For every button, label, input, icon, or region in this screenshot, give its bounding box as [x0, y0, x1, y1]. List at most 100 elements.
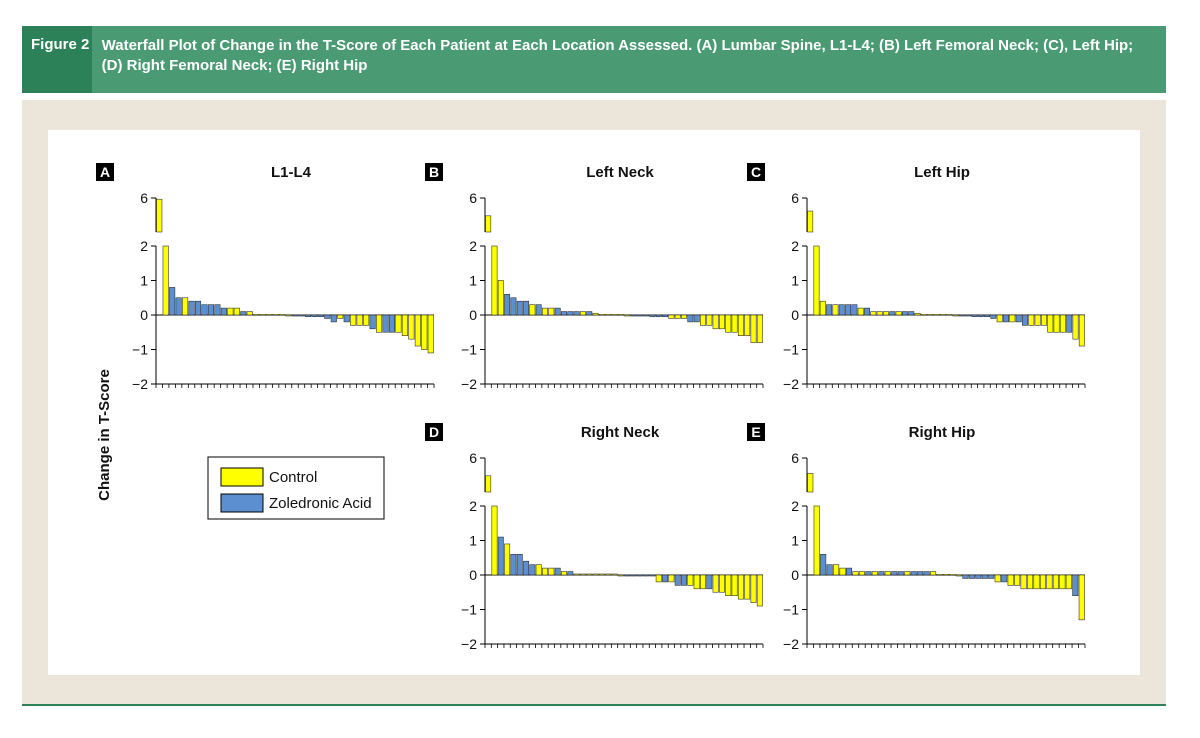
bar [636, 314, 643, 317]
bar [668, 574, 675, 583]
bar [497, 280, 504, 316]
y-tick-label: 6 [469, 190, 477, 206]
bar [871, 571, 878, 576]
bar [1009, 314, 1016, 323]
y-tick-label: 0 [469, 307, 477, 323]
bar [516, 553, 523, 576]
bar [529, 304, 536, 316]
y-tick-label: 0 [791, 307, 799, 323]
bar [1066, 314, 1073, 333]
bar [1059, 574, 1066, 590]
bar [427, 314, 434, 354]
bar [598, 314, 605, 316]
y-tick-label: 1 [791, 273, 799, 289]
panel-letter-box [747, 423, 765, 441]
panel-letter-box [425, 423, 443, 441]
bar [592, 573, 599, 576]
bar [852, 571, 859, 576]
bar [573, 573, 580, 576]
bar [897, 571, 904, 576]
bar [845, 304, 852, 316]
bar [586, 573, 593, 576]
bar [227, 307, 234, 316]
bar [889, 311, 896, 316]
bar [617, 574, 624, 577]
y-tick-label: −2 [783, 636, 799, 652]
bar [731, 314, 738, 333]
legend-label: Control [269, 469, 317, 486]
bar [962, 574, 969, 579]
bar [561, 311, 567, 316]
bar [1046, 574, 1053, 590]
bar [579, 311, 586, 316]
panel-letter-box [747, 163, 765, 181]
bar [510, 297, 517, 316]
bar [388, 314, 396, 333]
bar [337, 314, 344, 319]
bar [700, 314, 706, 326]
bar [1039, 574, 1047, 590]
bar [756, 314, 763, 343]
bar [838, 304, 845, 316]
bar [304, 314, 311, 318]
bar [923, 571, 930, 576]
bar [865, 571, 872, 576]
bar [662, 574, 669, 583]
bar [700, 574, 706, 590]
bar [369, 314, 376, 330]
bar [858, 571, 865, 576]
y-tick-label: 6 [791, 450, 799, 466]
y-tick-label: 2 [469, 498, 477, 514]
charts-svg: A L1-L4 6 2 1 0 −1 −2 B Left Neck 6 2 1 0 −1 −2 C Left Hi… [96, 163, 1086, 652]
bar [813, 245, 820, 316]
bar [1034, 314, 1041, 326]
bar [598, 573, 605, 576]
y-tick-label: 2 [469, 238, 477, 254]
bar [175, 297, 182, 316]
y-tick-label: 2 [140, 238, 148, 254]
bar [870, 311, 877, 316]
y-tick-label: 6 [791, 190, 799, 206]
bar [946, 314, 953, 316]
bar [504, 543, 511, 576]
bar [1003, 314, 1009, 323]
bar [990, 314, 997, 319]
bar [317, 314, 324, 318]
panel-e: E Right Hip 6 2 1 0 −1 −2 [747, 423, 1086, 652]
bar [401, 314, 408, 337]
bar [693, 314, 700, 323]
bar [936, 574, 943, 576]
bar [240, 311, 247, 316]
bar [839, 567, 846, 576]
bar [977, 314, 984, 318]
bar [965, 314, 972, 317]
panel-letter-box [425, 163, 443, 181]
bar [655, 314, 662, 318]
bar [624, 574, 631, 577]
bar [182, 297, 189, 316]
bar [1078, 574, 1085, 621]
bar [939, 314, 946, 316]
bar [681, 574, 687, 586]
bar [1014, 574, 1021, 586]
bar [1040, 314, 1047, 326]
panel-title: Right Hip [909, 424, 976, 441]
bar [920, 314, 927, 316]
bar [712, 314, 719, 330]
bar [485, 215, 492, 233]
bar [516, 300, 523, 316]
bar [668, 314, 675, 319]
bar [554, 307, 561, 316]
bar [942, 574, 950, 576]
panel-title: L1-L4 [271, 164, 312, 181]
bar [291, 314, 299, 317]
bar [491, 505, 498, 576]
bar [1033, 574, 1040, 590]
bar [491, 245, 498, 316]
figure-label: Figure 2 [22, 26, 92, 93]
bar [535, 564, 542, 576]
legend-swatch [220, 493, 264, 513]
bar [914, 312, 921, 316]
y-tick-label: 0 [140, 307, 148, 323]
bottom-rule [22, 704, 1166, 706]
